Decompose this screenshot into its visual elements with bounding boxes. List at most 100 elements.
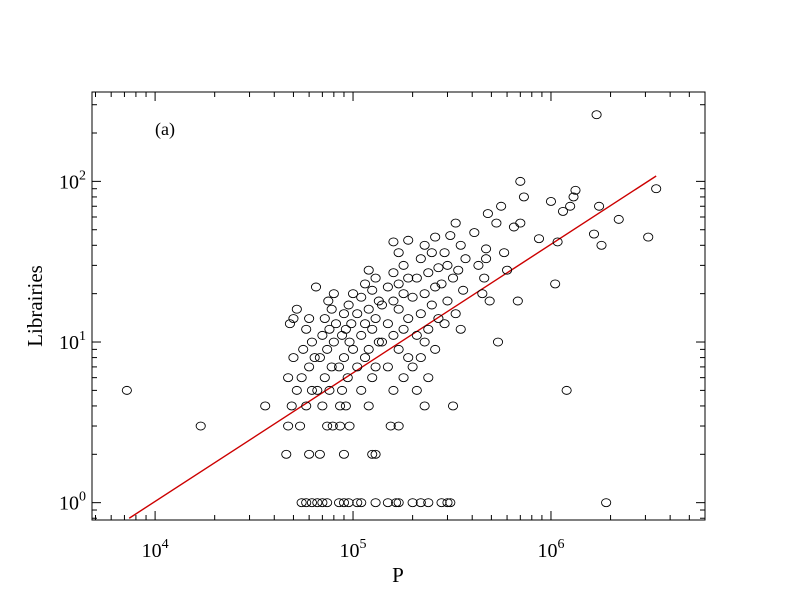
data-point (515, 176, 526, 186)
data-point (430, 344, 441, 354)
data-point (356, 330, 367, 340)
data-point (367, 285, 378, 295)
data-point (411, 273, 422, 283)
data-point (643, 232, 654, 242)
y-axis-label: Librairies (23, 265, 47, 347)
data-point (328, 289, 339, 299)
data-point (561, 385, 572, 395)
data-point (288, 314, 299, 323)
data-point (312, 385, 323, 395)
data-point (460, 254, 471, 264)
data-point (296, 498, 307, 508)
data-point (445, 498, 456, 508)
data-point (407, 292, 418, 302)
data-point (317, 330, 328, 340)
data-point (296, 373, 307, 383)
data-point (344, 337, 355, 347)
data-point (363, 265, 374, 275)
data-point (481, 254, 492, 264)
axis-ticks: 104 105 106 100 101 102 (59, 92, 706, 562)
data-point (518, 192, 529, 202)
data-point (613, 214, 624, 224)
data-point (324, 324, 335, 334)
data-point (591, 110, 602, 120)
data-point (304, 362, 315, 372)
data-point (398, 289, 409, 299)
data-point (596, 240, 607, 250)
data-point (370, 498, 381, 508)
data-point (447, 401, 459, 411)
data-point (426, 248, 437, 258)
data-point (373, 337, 384, 347)
data-point (393, 304, 404, 314)
data-point (388, 330, 399, 340)
data-point (304, 449, 315, 459)
data-point (442, 260, 453, 270)
data-point (455, 240, 466, 250)
data-point (343, 300, 354, 310)
data-point (453, 265, 464, 275)
data-point (492, 337, 504, 347)
x-tick-label: 104 (142, 537, 169, 562)
data-point (324, 385, 335, 395)
y-tick-label: 100 (59, 490, 86, 515)
data-point (403, 314, 414, 323)
data-point (322, 498, 333, 508)
data-point (363, 401, 374, 411)
data-point (515, 218, 526, 228)
data-point (447, 273, 459, 283)
data-point (458, 285, 469, 295)
data-point (306, 385, 317, 395)
data-point (340, 401, 351, 411)
data-point (415, 353, 426, 363)
data-point (415, 309, 426, 319)
data-point (335, 421, 346, 431)
x-axis-label: P (392, 563, 404, 587)
data-point (346, 319, 357, 329)
data-point (283, 373, 294, 383)
data-point (314, 449, 325, 459)
data-point (415, 254, 426, 264)
data-point (195, 421, 206, 431)
data-point (335, 401, 346, 411)
data-point (512, 296, 523, 306)
data-point (286, 401, 297, 411)
data-point (426, 300, 437, 310)
data-point (407, 362, 418, 372)
data-points (121, 110, 662, 508)
data-point (419, 401, 430, 411)
data-point (327, 421, 338, 431)
data-point (393, 248, 404, 258)
data-point (557, 206, 569, 216)
data-point (391, 498, 402, 508)
data-point (310, 282, 322, 292)
data-point (338, 309, 350, 319)
data-point (373, 296, 384, 306)
data-point (301, 324, 312, 334)
data-point (398, 260, 409, 270)
data-point (322, 421, 333, 431)
x-tick-label: 105 (340, 537, 367, 562)
data-point (419, 337, 430, 347)
data-point (388, 296, 399, 306)
data-point (359, 279, 371, 289)
fit-line (128, 175, 657, 519)
data-point (442, 498, 453, 508)
data-point (469, 228, 480, 238)
data-point (356, 498, 367, 508)
data-point (388, 268, 399, 278)
data-point (382, 362, 393, 372)
data-point (588, 229, 600, 239)
data-point (356, 292, 367, 302)
data-point (552, 237, 563, 247)
data-point (545, 196, 557, 206)
data-point (359, 353, 371, 363)
data-point (484, 296, 495, 306)
data-point (393, 498, 404, 508)
data-point (121, 385, 132, 395)
data-point (367, 324, 378, 334)
data-point (284, 319, 295, 329)
data-point (330, 319, 342, 329)
data-point (508, 222, 519, 232)
